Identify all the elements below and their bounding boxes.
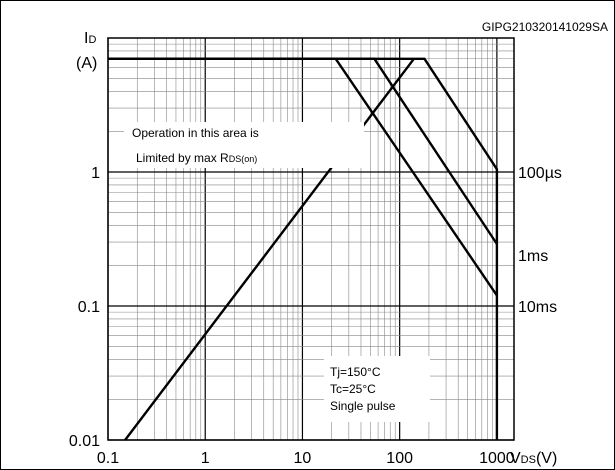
rdson-annotation-bg bbox=[124, 122, 364, 168]
y-tick-label: 0.01 bbox=[69, 433, 100, 450]
condition-line: Tc=25°C bbox=[330, 382, 376, 396]
rdson-annotation-line1: Operation in this area is bbox=[132, 126, 259, 140]
y-tick-label: 1 bbox=[91, 165, 100, 182]
curves bbox=[108, 57, 499, 441]
y-tick-label: 0.1 bbox=[78, 299, 100, 316]
series-label-2: 1ms bbox=[518, 248, 548, 265]
series-label-3: 10ms bbox=[518, 299, 557, 316]
series-10ms bbox=[108, 57, 498, 297]
condition-line: Single pulse bbox=[330, 399, 396, 413]
x-tick-label: 10 bbox=[294, 450, 312, 467]
x-tick-label: 100 bbox=[386, 450, 413, 467]
series-limited-by-max-rds-on bbox=[124, 58, 415, 441]
x-axis-label: VDS(V) bbox=[510, 450, 557, 467]
conditions-bg bbox=[324, 356, 430, 422]
x-tick-label: 0.1 bbox=[97, 450, 119, 467]
series-label-1: 100µs bbox=[518, 165, 562, 182]
series-labels: 100µs 1ms 10ms bbox=[518, 165, 562, 316]
y-axis-label-top: ID bbox=[84, 30, 96, 47]
conditions-text: Tj=150°C Tc=25°C Single pulse bbox=[330, 365, 396, 413]
x-tick-label: 1000 bbox=[479, 450, 515, 467]
grid bbox=[107, 38, 514, 441]
plot-frame bbox=[107, 37, 515, 441]
condition-line: Tj=150°C bbox=[330, 365, 381, 379]
figure-code: GIPG210320141029SA bbox=[482, 20, 608, 34]
y-axis-label-unit: (A) bbox=[76, 55, 97, 72]
x-tick-label: 1 bbox=[201, 450, 210, 467]
rdson-annotation-line2: Limited by max RDS(on) bbox=[136, 151, 257, 165]
